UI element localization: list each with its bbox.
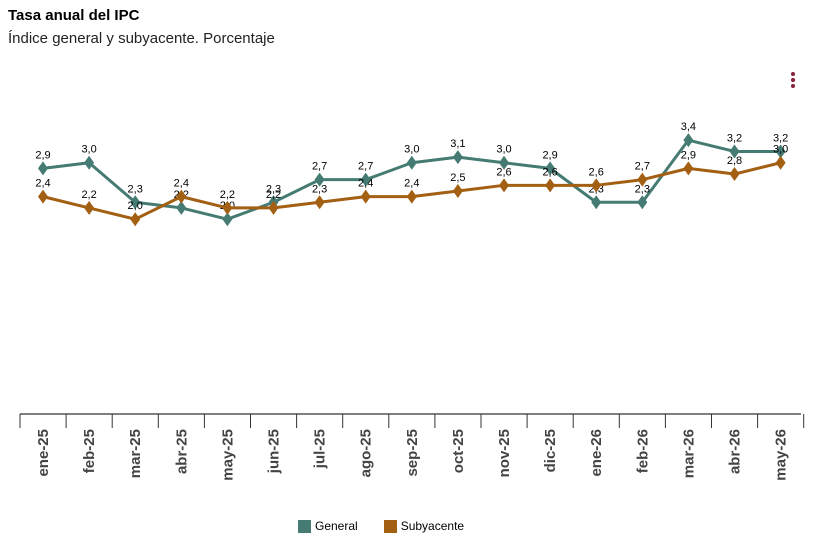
x-tick-label: nov-25: [496, 429, 513, 477]
data-point-general: [637, 195, 648, 210]
data-label-subyacente: 2,4: [35, 178, 50, 190]
x-tick-label: abr-26: [727, 429, 744, 474]
data-label-general: 2,7: [358, 161, 373, 173]
data-label-subyacente: 3,0: [773, 144, 788, 156]
legend-item-general[interactable]: General: [298, 519, 358, 533]
data-label-subyacente: 2,7: [635, 161, 650, 173]
data-point-general: [406, 155, 417, 170]
legend-label-general: General: [315, 519, 358, 533]
data-label-subyacente: 2,3: [312, 183, 327, 195]
data-point-subyacente: [314, 195, 325, 210]
x-tick-label: ago-25: [358, 429, 375, 477]
data-point-general: [38, 161, 48, 176]
x-tick-label: dic-25: [542, 429, 559, 472]
data-label-subyacente: 2,6: [496, 166, 511, 178]
data-point-general: [130, 195, 141, 210]
x-tick-label: jun-25: [266, 429, 283, 474]
data-point-subyacente: [452, 183, 463, 198]
data-label-subyacente: 2,2: [266, 189, 281, 201]
data-point-subyacente: [176, 189, 187, 204]
data-point-subyacente: [84, 200, 95, 215]
data-label-general: 3,1: [450, 138, 465, 150]
data-point-general: [545, 161, 556, 176]
x-tick-label: may-25: [219, 429, 236, 481]
data-label-subyacente: 2,4: [358, 178, 373, 190]
data-point-subyacente: [360, 189, 371, 204]
data-point-general: [591, 195, 602, 210]
data-point-general: [729, 144, 740, 159]
data-label-general: 3,0: [496, 144, 511, 156]
data-label-subyacente: 2,6: [542, 166, 557, 178]
data-point-general: [499, 155, 509, 170]
data-label-subyacente: 2,9: [681, 149, 696, 161]
data-point-general: [222, 212, 233, 227]
more-vertical-icon[interactable]: [789, 72, 797, 90]
x-tick-label: feb-25: [81, 429, 98, 473]
data-label-general: 3,4: [681, 121, 696, 133]
data-label-general: 3,2: [727, 132, 742, 144]
data-point-subyacente: [406, 189, 417, 204]
data-label-general: 2,7: [312, 161, 327, 173]
x-tick-label: may-26: [773, 429, 790, 481]
data-label-general: 2,3: [266, 183, 281, 195]
x-tick-label: mar-25: [127, 429, 144, 478]
data-point-subyacente: [775, 155, 786, 170]
legend-item-subyacente[interactable]: Subyacente: [383, 519, 465, 533]
data-point-subyacente: [268, 200, 279, 215]
chart-legend: General Subyacente: [298, 519, 490, 533]
x-tick-label: sep-25: [404, 429, 421, 477]
data-point-general: [176, 200, 187, 215]
data-point-subyacente: [130, 212, 141, 227]
legend-swatch-general: [298, 519, 311, 533]
legend-label-subyacente: Subyacente: [400, 519, 465, 533]
data-point-subyacente: [729, 167, 740, 182]
data-label-subyacente: 2,2: [220, 189, 235, 201]
x-tick-label: feb-26: [634, 429, 651, 473]
data-label-subyacente: 2,4: [174, 178, 189, 190]
data-label-subyacente: 2,6: [589, 166, 604, 178]
data-label-subyacente: 2,4: [404, 178, 419, 190]
data-label-general: 2,9: [542, 149, 557, 161]
data-label-subyacente: 2,8: [727, 155, 742, 167]
chart-subtitle: Índice general y subyacente. Porcentaje: [8, 30, 275, 47]
data-point-subyacente: [545, 178, 556, 193]
x-tick-label: mar-26: [680, 429, 697, 478]
data-label-general: 2,3: [128, 183, 143, 195]
x-tick-label: abr-25: [173, 429, 190, 474]
data-label-general: 2,9: [35, 149, 50, 161]
data-point-general: [452, 150, 463, 165]
data-point-general: [360, 172, 371, 187]
data-point-subyacente: [222, 200, 233, 215]
data-label-subyacente: 2,5: [450, 172, 465, 184]
data-point-general: [314, 172, 325, 187]
x-tick-label: ene-26: [588, 429, 605, 477]
x-tick-label: oct-25: [450, 429, 467, 473]
data-label-general: 3,2: [773, 132, 788, 144]
data-point-general: [683, 133, 694, 148]
data-label-subyacente: 2,2: [81, 189, 96, 201]
chart-title: Tasa anual del IPC: [8, 7, 140, 24]
data-point-subyacente: [637, 172, 648, 187]
x-tick-label: jul-25: [312, 429, 329, 469]
data-label-general: 3,0: [404, 144, 419, 156]
legend-swatch-subyacente: [383, 519, 397, 533]
data-point-subyacente: [683, 161, 694, 176]
data-point-subyacente: [591, 178, 602, 193]
data-label-general: 3,0: [81, 144, 96, 156]
data-point-subyacente: [38, 189, 48, 204]
data-point-general: [84, 155, 95, 170]
data-point-subyacente: [499, 178, 509, 193]
data-label-subyacente: 2,0: [128, 200, 143, 212]
data-point-general: [775, 144, 786, 159]
data-label-general: 2,3: [635, 183, 650, 195]
x-tick-label: ene-25: [35, 429, 52, 477]
